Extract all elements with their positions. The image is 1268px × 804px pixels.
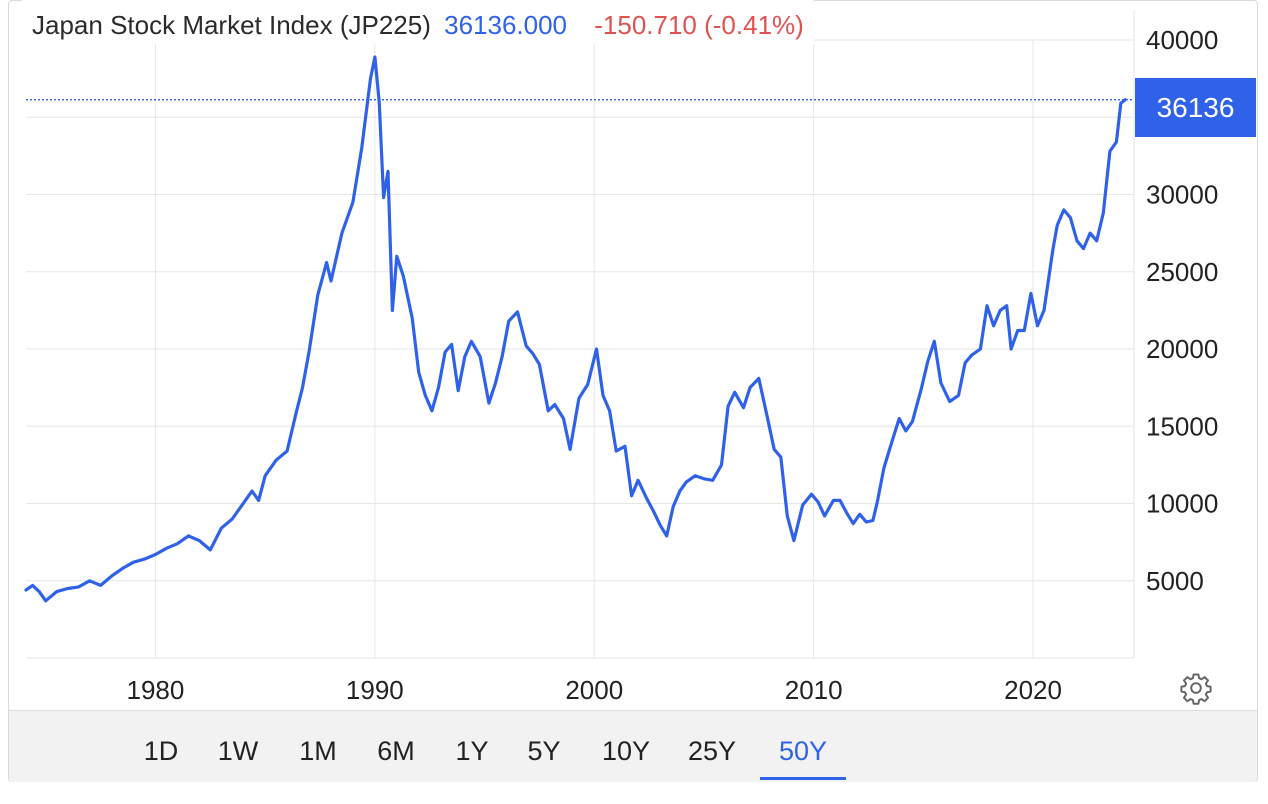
x-tick-label: 2010 <box>785 675 843 705</box>
y-tick-label: 10000 <box>1146 489 1218 519</box>
y-tick-label: 15000 <box>1146 411 1218 441</box>
series-line-layer <box>24 55 1134 603</box>
range-button-1d[interactable]: 1D <box>143 736 179 766</box>
x-tick-label: 1990 <box>346 675 404 705</box>
chart-frame <box>8 0 1258 782</box>
y-tick-label: 5000 <box>1146 566 1204 596</box>
range-button-1y[interactable]: 1Y <box>455 736 489 766</box>
y-tick-label: 20000 <box>1146 334 1218 364</box>
time-range-selector: 1D 1W 1M 6M 1Y 5Y 10Y 25Y 50Y <box>9 710 1257 782</box>
range-button-5y[interactable]: 5Y <box>527 736 561 766</box>
range-button-25y[interactable]: 25Y <box>687 736 737 766</box>
range-button-6m[interactable]: 6M <box>377 736 415 766</box>
last-price-badge: 36136 <box>1135 78 1256 137</box>
index-title: Japan Stock Market Index (JP225) <box>32 10 431 40</box>
y-tick-label: 25000 <box>1146 257 1218 287</box>
chart-area: 5000 10000 15000 20000 25000 30000 40000 1980 19… <box>24 10 1219 705</box>
x-tick-label: 1980 <box>127 675 185 705</box>
series-line <box>24 55 1127 603</box>
gear-icon[interactable] <box>1176 668 1216 708</box>
last-price: 36136.000 <box>444 10 568 40</box>
x-tick-label: 2000 <box>565 675 623 705</box>
range-button-10y[interactable]: 10Y <box>601 736 651 766</box>
y-tick-label: 40000 <box>1146 25 1218 55</box>
y-tick-label: 30000 <box>1146 180 1218 210</box>
tick-labels: 5000 10000 15000 20000 25000 30000 40000 1980 19… <box>127 25 1219 705</box>
x-tick-label: 2020 <box>1004 675 1062 705</box>
range-button-1m[interactable]: 1M <box>299 736 337 766</box>
price-change: -150.710 (-0.41%) <box>594 10 804 40</box>
range-button-50y[interactable]: 50Y <box>760 711 846 782</box>
grid <box>26 10 1135 659</box>
range-button-1w[interactable]: 1W <box>217 736 259 766</box>
chart-header: Japan Stock Market Index (JP225) 36136.0… <box>22 0 814 44</box>
